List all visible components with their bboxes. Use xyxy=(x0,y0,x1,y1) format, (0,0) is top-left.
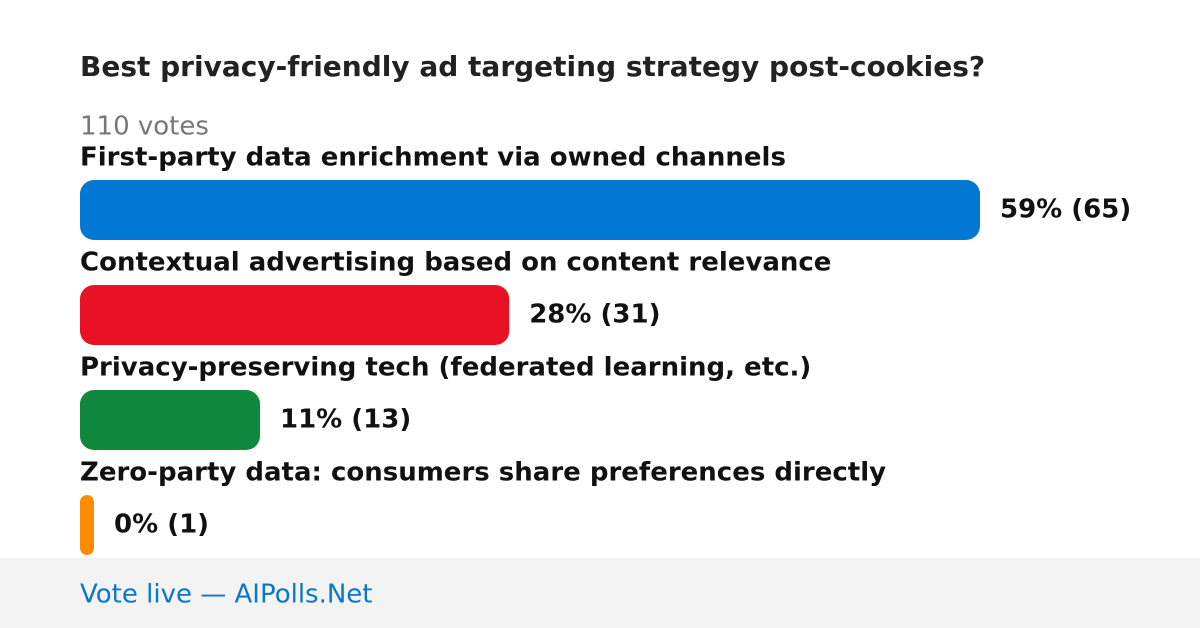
chart-title: Best privacy-friendly ad targeting strat… xyxy=(80,50,985,83)
value-label: 11% (13) xyxy=(280,405,411,435)
vote-count: 110 votes xyxy=(80,112,209,142)
bar xyxy=(80,285,510,345)
value-label: 28% (31) xyxy=(529,300,660,330)
footer-link[interactable]: Vote live — AIPolls.Net xyxy=(80,580,373,610)
footer-band xyxy=(0,558,1200,628)
value-label: 59% (65) xyxy=(1000,195,1131,225)
bar xyxy=(80,495,94,555)
bar xyxy=(80,180,980,240)
option-label: Zero-party data: consumers share prefere… xyxy=(80,458,886,488)
option-label: Privacy-preserving tech (federated learn… xyxy=(80,353,811,383)
option-label: First-party data enrichment via owned ch… xyxy=(80,143,786,173)
value-label: 0% (1) xyxy=(114,510,209,540)
option-label: Contextual advertising based on content … xyxy=(80,248,831,278)
bar xyxy=(80,390,260,450)
